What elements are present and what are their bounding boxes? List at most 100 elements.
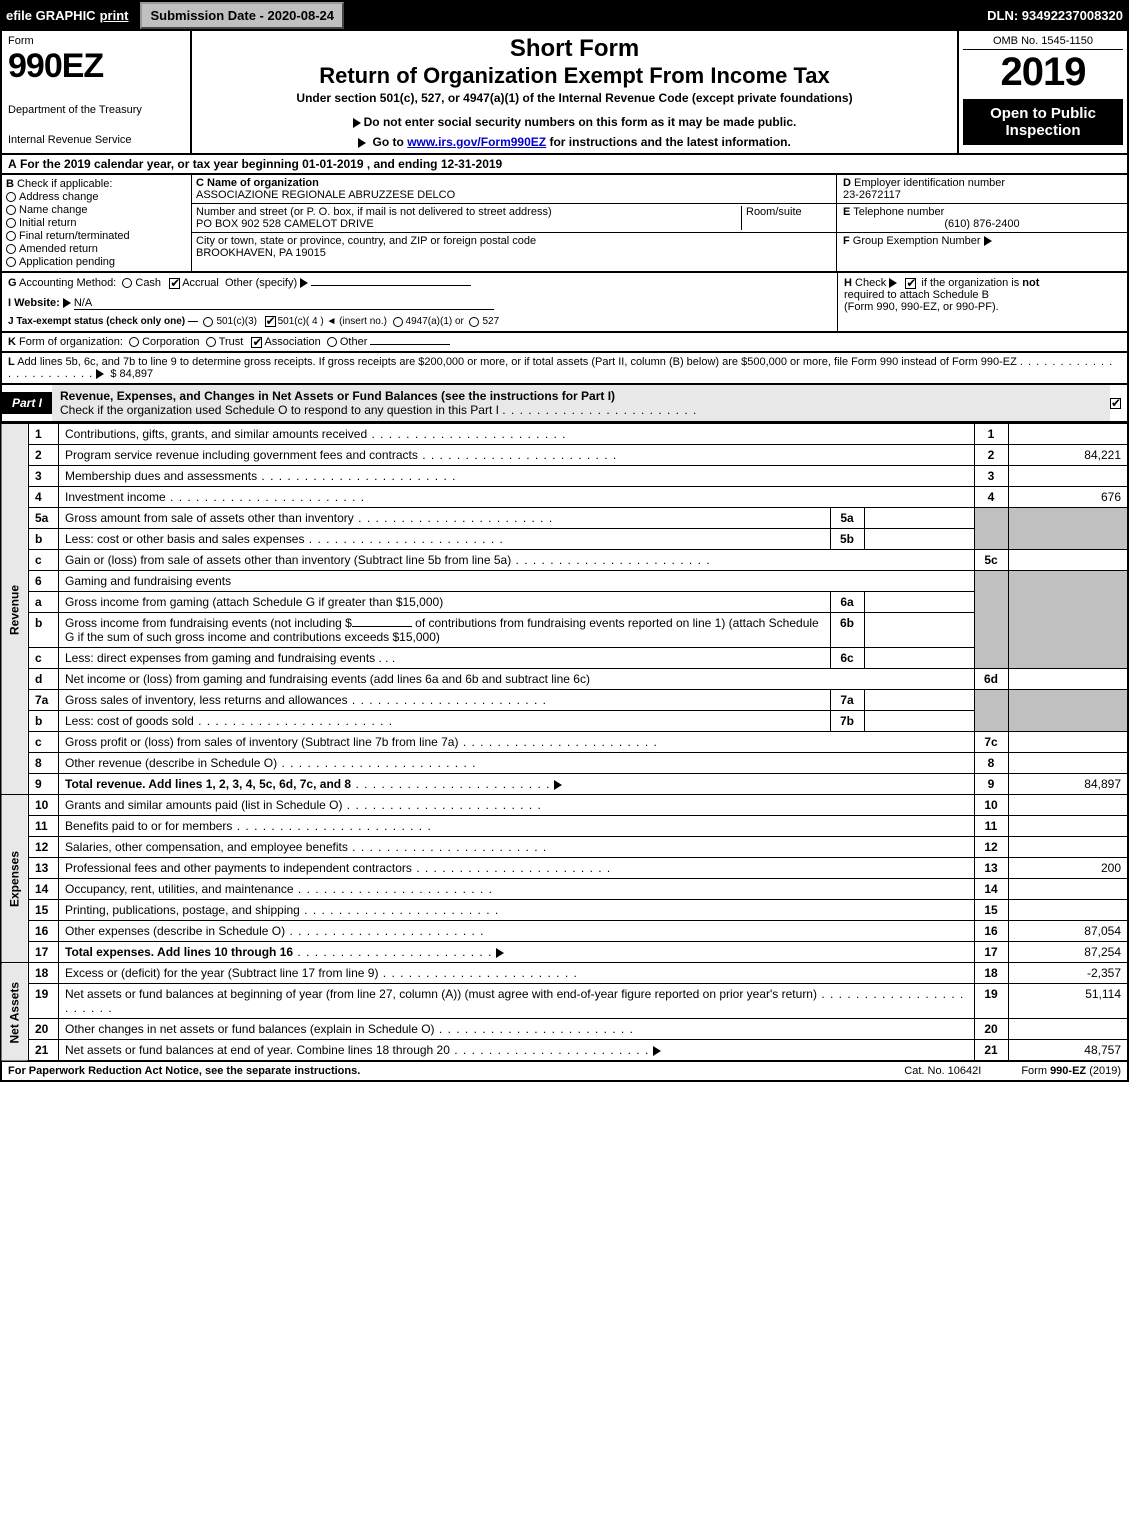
header-left: Form 990EZ Department of the Treasury In… bbox=[2, 31, 192, 153]
cat-number: Cat. No. 10642I bbox=[904, 1065, 981, 1077]
line-20-value bbox=[1008, 1019, 1128, 1040]
line-5b-value bbox=[864, 529, 974, 550]
row-a-tax-year: A For the 2019 calendar year, or tax yea… bbox=[0, 155, 1129, 175]
note-link: Go to www.irs.gov/Form990EZ for instruct… bbox=[198, 135, 951, 149]
table-row: d Net income or (loss) from gaming and f… bbox=[1, 669, 1128, 690]
table-row: b Less: cost of goods sold 7b bbox=[1, 711, 1128, 732]
section-h: H Check if the organization is not requi… bbox=[837, 273, 1127, 331]
row-gh: G Accounting Method: Cash Accrual Other … bbox=[0, 273, 1129, 333]
org-name: ASSOCIAZIONE REGIONALE ABRUZZESE DELCO bbox=[196, 189, 455, 201]
table-row: a Gross income from gaming (attach Sched… bbox=[1, 592, 1128, 613]
table-row: 4 Investment income 4 676 bbox=[1, 487, 1128, 508]
irs-label: Internal Revenue Service bbox=[8, 134, 184, 146]
form-header: Form 990EZ Department of the Treasury In… bbox=[0, 31, 1129, 155]
ein-value: 23-2672117 bbox=[843, 189, 901, 201]
table-row: c Gross profit or (loss) from sales of i… bbox=[1, 732, 1128, 753]
row-l: L Add lines 5b, 6c, and 7b to line 9 to … bbox=[0, 353, 1129, 385]
line-6b-contrib-input[interactable] bbox=[352, 626, 412, 627]
table-row: 16Other expenses (describe in Schedule O… bbox=[1, 921, 1128, 942]
note-ssn: Do not enter social security numbers on … bbox=[198, 115, 951, 129]
line-17-value: 87,254 bbox=[1008, 942, 1128, 963]
table-row: 3 Membership dues and assessments 3 bbox=[1, 466, 1128, 487]
other-specify-input[interactable] bbox=[311, 285, 471, 286]
triangle-icon bbox=[63, 298, 71, 308]
table-row: 21Net assets or fund balances at end of … bbox=[1, 1040, 1128, 1062]
check-schedule-o[interactable] bbox=[1110, 398, 1121, 409]
check-527[interactable] bbox=[469, 317, 479, 327]
line-6a-value bbox=[864, 592, 974, 613]
line-5a-value bbox=[864, 508, 974, 529]
website-value: N/A bbox=[74, 297, 494, 310]
street-address: PO BOX 902 528 CAMELOT DRIVE bbox=[196, 218, 374, 230]
table-row: 12Salaries, other compensation, and empl… bbox=[1, 837, 1128, 858]
irs-gov-link[interactable]: www.irs.gov/Form990EZ bbox=[407, 135, 546, 149]
check-trust[interactable] bbox=[206, 337, 216, 347]
other-org-input[interactable] bbox=[370, 344, 450, 345]
check-final-return[interactable]: Final return/terminated bbox=[6, 230, 187, 242]
netassets-vlabel: Net Assets bbox=[1, 963, 29, 1062]
open-inspection: Open to Public Inspection bbox=[963, 99, 1123, 145]
return-title: Return of Organization Exempt From Incom… bbox=[198, 63, 951, 89]
table-row: c Less: direct expenses from gaming and … bbox=[1, 648, 1128, 669]
table-row: 2 Program service revenue including gove… bbox=[1, 445, 1128, 466]
line-6b-value bbox=[864, 613, 974, 648]
table-row: 9 Total revenue. Add lines 1, 2, 3, 4, 5… bbox=[1, 774, 1128, 795]
short-form-title: Short Form bbox=[198, 35, 951, 63]
line-21-value: 48,757 bbox=[1008, 1040, 1128, 1062]
part-tag: Part I bbox=[2, 392, 52, 414]
triangle-icon bbox=[353, 118, 361, 128]
line-16-value: 87,054 bbox=[1008, 921, 1128, 942]
check-initial-return[interactable]: Initial return bbox=[6, 217, 187, 229]
table-row: Revenue 1 Contributions, gifts, grants, … bbox=[1, 424, 1128, 445]
line-3-value bbox=[1008, 466, 1128, 487]
line-7b-value bbox=[864, 711, 974, 732]
row-k: K Form of organization: Corporation Trus… bbox=[0, 333, 1129, 353]
check-association[interactable] bbox=[251, 337, 262, 348]
phone-value: (610) 876-2400 bbox=[843, 218, 1121, 230]
city-state-zip: BROOKHAVEN, PA 19015 bbox=[196, 247, 326, 259]
table-row: b Gross income from fundraising events (… bbox=[1, 613, 1128, 648]
header-right: OMB No. 1545-1150 2019 Open to Public In… bbox=[957, 31, 1127, 153]
submission-date-button[interactable]: Submission Date - 2020-08-24 bbox=[140, 2, 344, 29]
triangle-icon bbox=[96, 369, 104, 379]
triangle-icon bbox=[300, 278, 308, 288]
form-version: Form 990-EZ (2019) bbox=[1021, 1065, 1121, 1077]
line-12-value bbox=[1008, 837, 1128, 858]
topbar: efile GRAPHIC print Submission Date - 20… bbox=[0, 0, 1129, 31]
check-501c3[interactable] bbox=[203, 317, 213, 327]
header-center: Short Form Return of Organization Exempt… bbox=[192, 31, 957, 153]
line-9-value: 84,897 bbox=[1008, 774, 1128, 795]
dln-label: DLN: 93492237008320 bbox=[987, 8, 1123, 23]
check-amended[interactable]: Amended return bbox=[6, 243, 187, 255]
line-19-value: 51,114 bbox=[1008, 984, 1128, 1019]
check-4947[interactable] bbox=[393, 317, 403, 327]
table-row: 19Net assets or fund balances at beginni… bbox=[1, 984, 1128, 1019]
print-link[interactable]: print bbox=[100, 8, 129, 23]
line-18-value: -2,357 bbox=[1008, 963, 1128, 984]
check-address-change[interactable]: Address change bbox=[6, 191, 187, 203]
check-501c[interactable] bbox=[265, 316, 276, 327]
check-cash[interactable] bbox=[122, 278, 132, 288]
line-7a-value bbox=[864, 690, 974, 711]
table-row: c Gain or (loss) from sale of assets oth… bbox=[1, 550, 1128, 571]
form-code: 990EZ bbox=[8, 47, 184, 86]
check-corp[interactable] bbox=[129, 337, 139, 347]
line-2-value: 84,221 bbox=[1008, 445, 1128, 466]
triangle-icon bbox=[984, 236, 992, 246]
line-11-value bbox=[1008, 816, 1128, 837]
check-name-change[interactable]: Name change bbox=[6, 204, 187, 216]
table-row: Expenses 10 Grants and similar amounts p… bbox=[1, 795, 1128, 816]
table-row: 14Occupancy, rent, utilities, and mainte… bbox=[1, 879, 1128, 900]
under-line: Under section 501(c), 527, or 4947(a)(1)… bbox=[198, 91, 951, 105]
room-suite: Room/suite bbox=[742, 206, 832, 230]
line-8-value bbox=[1008, 753, 1128, 774]
check-other-org[interactable] bbox=[327, 337, 337, 347]
part-i-header: Part I Revenue, Expenses, and Changes in… bbox=[0, 385, 1129, 423]
table-row: 8 Other revenue (describe in Schedule O)… bbox=[1, 753, 1128, 774]
table-row: 13Professional fees and other payments t… bbox=[1, 858, 1128, 879]
check-accrual[interactable] bbox=[169, 278, 180, 289]
column-b: B Check if applicable: Address change Na… bbox=[2, 175, 192, 271]
check-pending[interactable]: Application pending bbox=[6, 256, 187, 268]
triangle-icon bbox=[653, 1046, 661, 1056]
check-schedule-b-not-required[interactable] bbox=[905, 278, 916, 289]
